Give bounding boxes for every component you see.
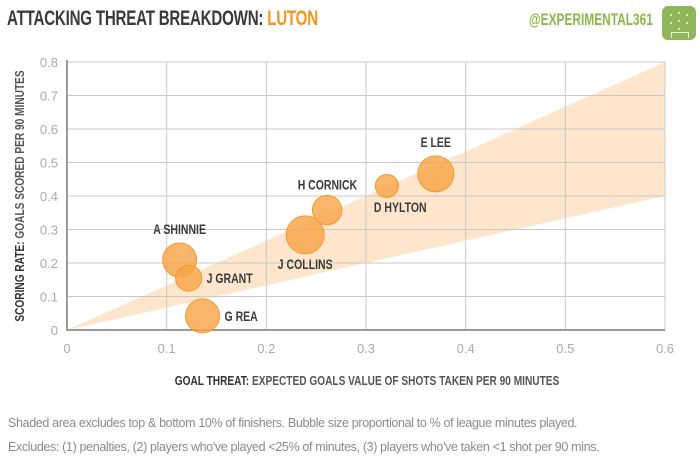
team-name: LUTON bbox=[267, 7, 318, 30]
y-axis-label-bold: SCORING RATE: bbox=[13, 241, 27, 321]
x-tick-label: 0.3 bbox=[357, 341, 375, 356]
bubble bbox=[417, 155, 455, 193]
y-axis-label-text: GOALS SCORED PER 90 MINUTES bbox=[13, 70, 27, 238]
y-tick-label: 0.2 bbox=[40, 256, 58, 271]
x-tick-label: 0.5 bbox=[556, 341, 574, 356]
bubble bbox=[311, 194, 343, 226]
x-axis-label-text: EXPECTED GOALS VALUE OF SHOTS TAKEN PER … bbox=[252, 374, 560, 388]
bubble bbox=[374, 173, 399, 199]
bubble-label: J COLLINS bbox=[278, 256, 333, 272]
title-text: ATTACKING THREAT BREAKDOWN: bbox=[7, 7, 264, 30]
y-tick-label: 0.3 bbox=[40, 223, 58, 238]
x-axis-label-bold: GOAL THREAT: bbox=[175, 374, 249, 388]
x-tick-label: 0.4 bbox=[457, 341, 475, 356]
x-axis-label: GOAL THREAT: EXPECTED GOALS VALUE OF SHO… bbox=[175, 374, 560, 388]
y-axis-label: SCORING RATE: GOALS SCORED PER 90 MINUTE… bbox=[13, 70, 27, 321]
page-title: ATTACKING THREAT BREAKDOWN: LUTON bbox=[7, 7, 318, 31]
twitter-handle: @EXPERIMENTAL361 bbox=[529, 10, 653, 29]
bubble bbox=[285, 215, 325, 255]
bubble-label: H CORNICK bbox=[298, 177, 357, 193]
pitch-icon bbox=[662, 6, 696, 40]
y-tick-label: 0.7 bbox=[40, 89, 58, 104]
bubble-label: A SHINNIE bbox=[153, 222, 206, 238]
bubble-label: G REA bbox=[225, 308, 258, 324]
y-tick-label: 0.4 bbox=[40, 189, 58, 204]
footnote-1: Shaded area excludes top & bottom 10% of… bbox=[8, 416, 578, 430]
x-tick-label: 0.2 bbox=[257, 341, 275, 356]
x-tick-label: 0.1 bbox=[158, 341, 176, 356]
y-tick-label: 0.5 bbox=[40, 156, 58, 171]
y-tick-label: 0.1 bbox=[40, 290, 58, 305]
x-tick-label: 0 bbox=[63, 341, 70, 356]
bubble-label: J GRANT bbox=[207, 271, 253, 287]
footnote-2: Excludes: (1) penalties, (2) players who… bbox=[8, 440, 600, 454]
y-tick-label: 0.6 bbox=[40, 122, 58, 137]
bubble-label: E LEE bbox=[421, 134, 451, 150]
x-tick-label: 0.6 bbox=[656, 341, 674, 356]
y-tick-label: 0 bbox=[51, 323, 58, 338]
bubble bbox=[185, 298, 221, 334]
bubble-label: D HYLTON bbox=[374, 200, 427, 216]
bubble bbox=[175, 264, 203, 292]
y-tick-label: 0.8 bbox=[40, 55, 58, 70]
